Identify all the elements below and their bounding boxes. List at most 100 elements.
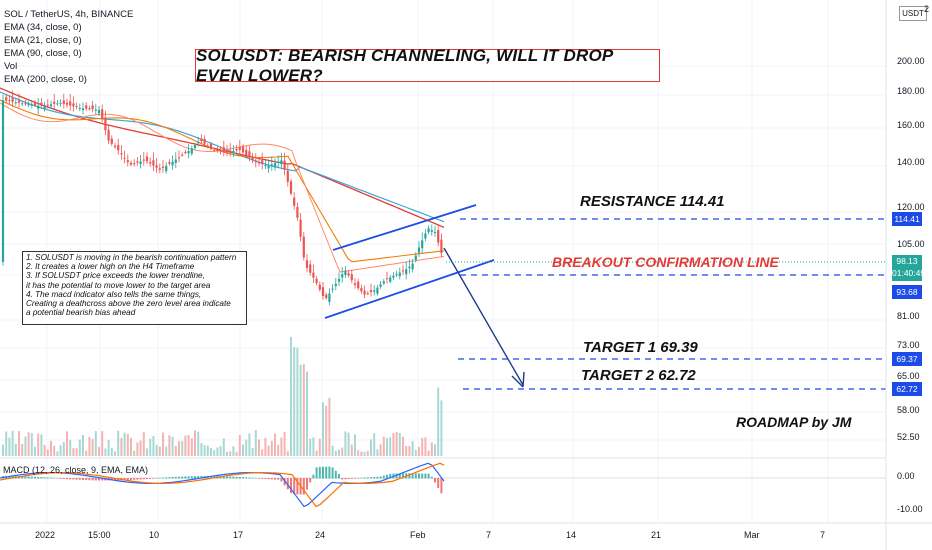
volume-bar (347, 432, 350, 456)
volume-bar (8, 437, 11, 456)
macd-histogram-bar (242, 477, 244, 479)
candle-body (245, 149, 248, 155)
volume-bar (402, 436, 404, 456)
macd-legend[interactable]: MACD (12, 26, close, 9, EMA, EMA) (3, 465, 149, 475)
volume-bar (338, 449, 340, 456)
volume-bar (258, 439, 260, 456)
macd-histogram-bar (312, 474, 315, 479)
candle-body (187, 150, 190, 154)
candle-body (392, 275, 395, 278)
volume-bar (379, 444, 382, 456)
volume-bar (190, 438, 193, 456)
volume-bar (226, 451, 228, 456)
volume-bar (430, 442, 433, 456)
macd-axis-label: -10.00 (897, 504, 923, 514)
candle-body (88, 108, 91, 110)
legend-symbol[interactable]: SOL / TetherUS, 4h, BINANCE (4, 9, 134, 20)
macd-histogram-bar (184, 476, 187, 479)
volume-bar (165, 446, 168, 456)
macd-histogram-bar (130, 478, 132, 480)
candle-body (149, 162, 152, 164)
macd-histogram-bar (248, 477, 251, 479)
legend-ema90[interactable]: EMA (90, close, 0) (4, 48, 82, 59)
candle-body (142, 159, 145, 161)
macd-histogram-bar (24, 476, 27, 479)
candle-body (373, 290, 376, 292)
volume-bar (411, 440, 414, 456)
macd-histogram-bar (139, 478, 142, 480)
macd-histogram-bar (386, 474, 388, 479)
candle-body (379, 284, 382, 287)
volume-bar (123, 432, 126, 456)
candle-body (225, 151, 229, 153)
macd-histogram-bar (341, 478, 344, 480)
indicator-legend: SOL / TetherUS, 4h, BINANCE EMA (34, clo… (4, 8, 133, 86)
candle-body (91, 105, 94, 110)
macd-histogram-bar (270, 478, 273, 480)
target1-price-tag: 69.37 (892, 352, 922, 366)
macd-histogram-bar (427, 473, 430, 479)
volume-bar (277, 444, 280, 456)
candle-body (277, 161, 280, 163)
macd-histogram-bar (190, 476, 193, 479)
volume-bar (219, 445, 222, 456)
volume-bar (312, 437, 315, 456)
macd-histogram-bar (306, 478, 308, 490)
macd-histogram-bar (197, 476, 200, 479)
price-axis-label: 52.50 (897, 432, 920, 442)
volume-bar (309, 438, 312, 456)
candle-body (395, 274, 398, 276)
candle-body (318, 284, 321, 290)
candle-body (165, 165, 168, 172)
candle-body (405, 269, 408, 275)
price-axis-label: 140.00 (897, 157, 925, 167)
price-axis-label: 73.00 (897, 340, 920, 350)
macd-histogram-bar (382, 475, 385, 479)
volume-bar (229, 451, 232, 456)
candle-body (27, 104, 30, 106)
legend-ema200[interactable]: EMA (200, close, 0) (4, 74, 87, 85)
macd-histogram-bar (178, 476, 180, 479)
macd-histogram-bar (318, 466, 321, 479)
candle-body (283, 160, 286, 170)
volume-bar (104, 448, 107, 456)
volume-bar (414, 450, 417, 456)
legend-ema34[interactable]: EMA (34, close, 0) (4, 22, 82, 33)
legend-ema21[interactable]: EMA (21, close, 0) (4, 35, 82, 46)
macd-histogram-bar (296, 478, 299, 495)
volume-bar (158, 446, 161, 456)
macd-histogram-bar (59, 478, 62, 479)
volume-bar (222, 438, 225, 456)
volume-bar (427, 450, 430, 456)
currency-selector[interactable]: USDT (899, 6, 927, 21)
macd-histogram-bar (421, 473, 424, 479)
candle-body (280, 160, 283, 164)
macd-histogram-bar (136, 478, 139, 480)
volume-bar (248, 433, 251, 456)
candle-body (94, 109, 97, 111)
volume-bar (50, 440, 52, 456)
candle-body (398, 272, 401, 277)
candle-body (33, 102, 37, 106)
candle-body (37, 105, 40, 109)
volume-bar (59, 445, 62, 456)
macd-histogram-bar (146, 478, 148, 480)
time-axis-label: 2022 (35, 530, 56, 540)
note-line: it has the potential to move lower to th… (26, 280, 211, 290)
volume-bar (206, 445, 209, 456)
candle-body (382, 281, 385, 284)
macd-histogram-bar (56, 478, 59, 479)
macd-histogram-bar (98, 478, 100, 481)
candle-body (270, 164, 273, 166)
macd-histogram-bar (408, 473, 411, 479)
channel-lower-line (324, 259, 495, 319)
volume-bar (331, 445, 334, 456)
macd-histogram-bar (418, 473, 420, 479)
candle-body (53, 101, 56, 104)
legend-vol[interactable]: Vol (4, 61, 18, 72)
candle-body (78, 107, 81, 109)
macd-histogram-bar (66, 478, 68, 480)
candle-body (302, 236, 305, 258)
volume-bar (283, 431, 286, 456)
volume-bar (149, 438, 152, 456)
